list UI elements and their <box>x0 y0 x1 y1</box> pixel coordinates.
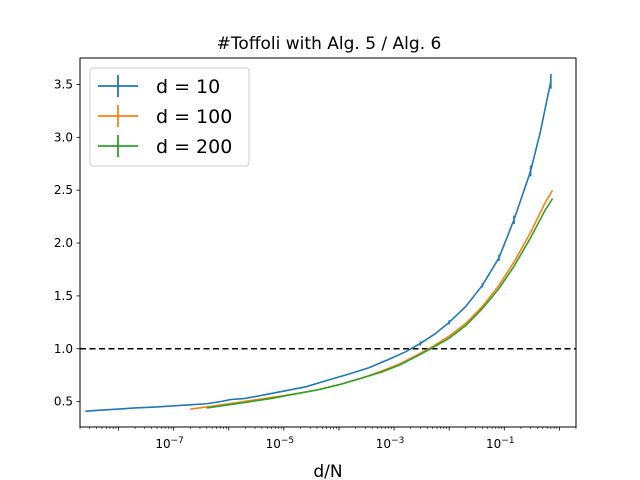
x-tick-label-0: 10−7 <box>155 436 184 451</box>
y-tick-label-0: 0.5 <box>54 395 73 409</box>
axis-ticks: 10−7 10−5 10−3 10−1 0.5 1.0 1.5 2.0 2.5 3.0 3.5 <box>54 77 577 451</box>
y-tick-label-4: 2.5 <box>54 183 73 197</box>
legend-label-2: d = 200 <box>156 136 232 158</box>
legend-box <box>89 67 250 167</box>
x-tick-label-1: 10−5 <box>266 436 295 451</box>
series-line-1 <box>190 189 554 410</box>
axes-frame <box>79 57 577 428</box>
chart-title: #Toffoli with Alg. 5 / Alg. 6 <box>217 34 442 54</box>
x-tick-label-3: 10−1 <box>486 436 515 451</box>
series-line-2 <box>206 198 554 409</box>
y-tick-label-2: 1.5 <box>54 289 73 303</box>
legend-label-1: d = 100 <box>156 106 232 128</box>
y-tick-label-3: 2.0 <box>54 236 73 250</box>
y-tick-label-6: 3.5 <box>54 77 73 91</box>
y-tick-label-5: 3.0 <box>54 130 73 144</box>
legend-label-0: d = 10 <box>156 76 220 98</box>
series-line-0 <box>85 81 552 412</box>
x-axis-label: d/N <box>313 462 342 480</box>
x-tick-label-2: 10−3 <box>376 436 405 451</box>
plot-area <box>80 73 576 412</box>
y-tick-label-1: 1.0 <box>54 342 73 356</box>
legend: d = 10 d = 100 d = 200 <box>89 67 250 167</box>
